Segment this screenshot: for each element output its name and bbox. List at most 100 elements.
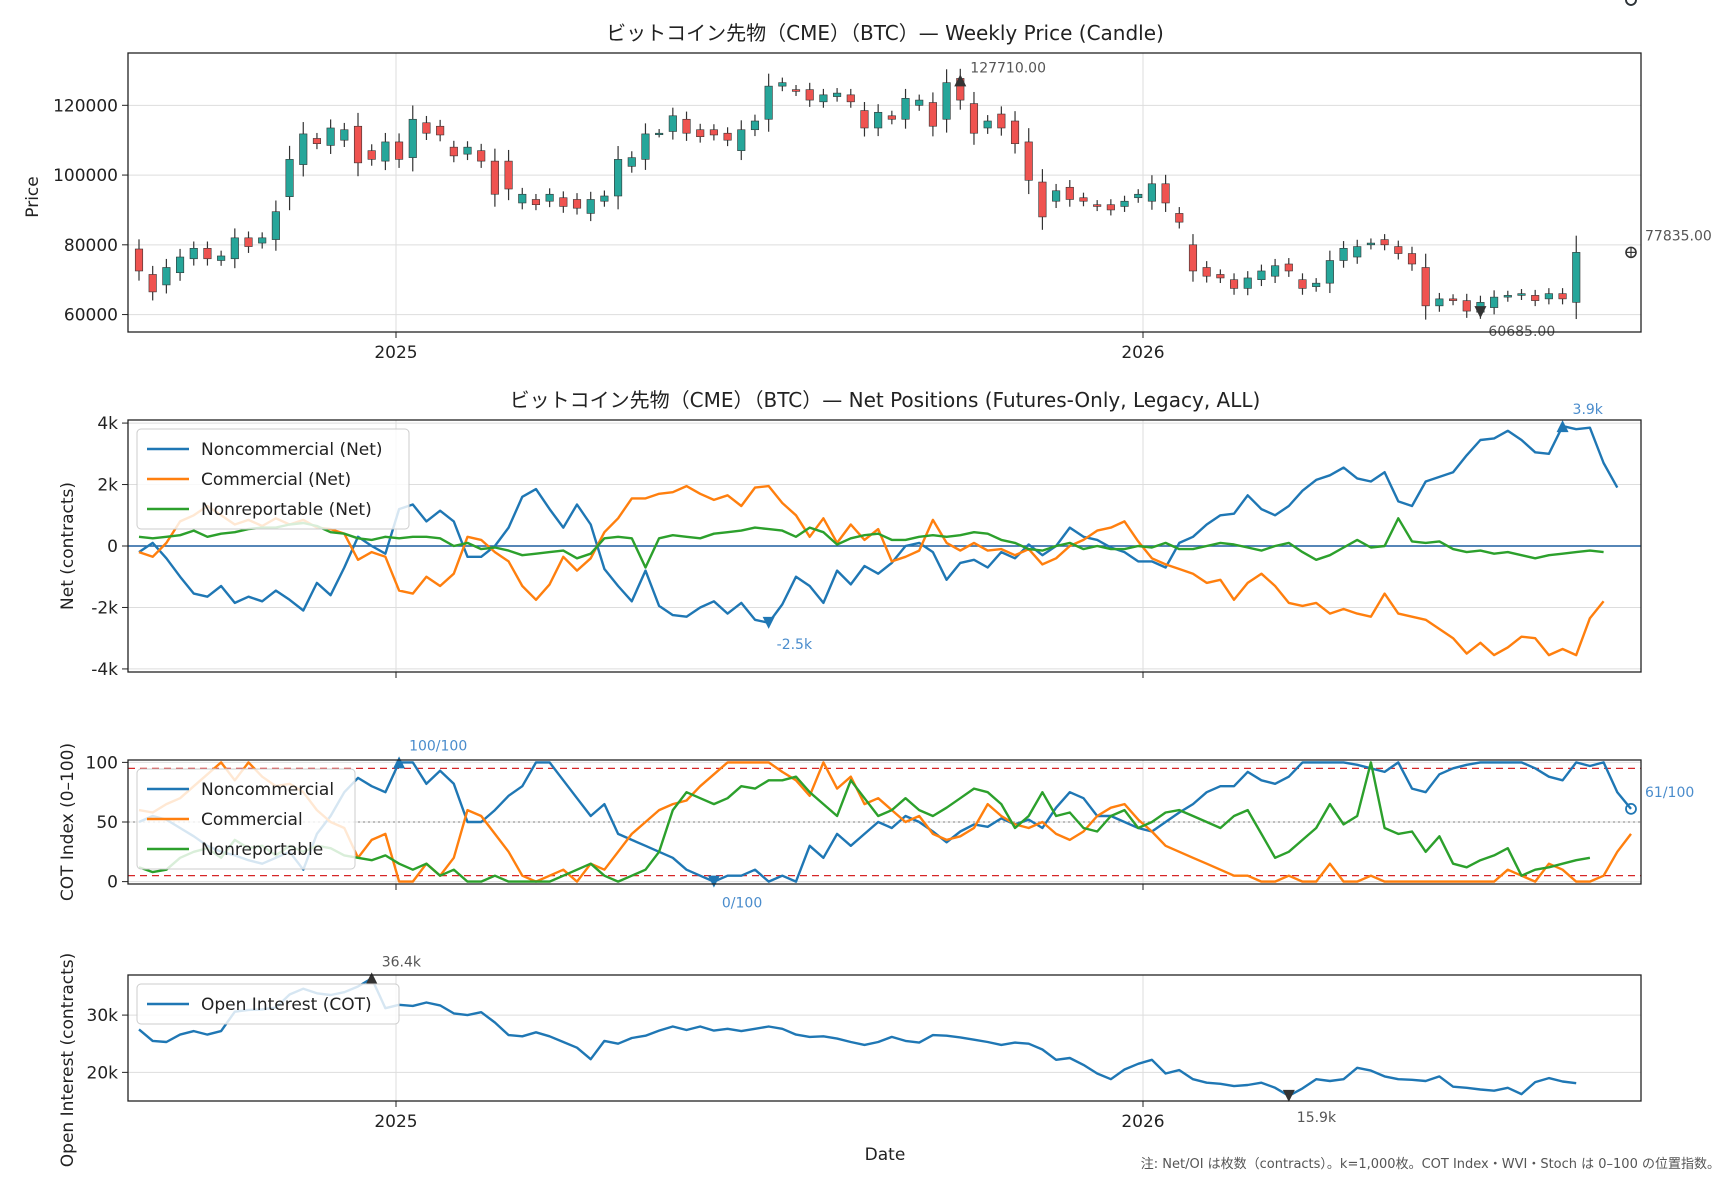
candle-body (1134, 193, 1143, 199)
candle-body (586, 199, 595, 214)
candle-body (1024, 141, 1033, 181)
min-marker (762, 616, 775, 629)
cot-x-ticks (395, 884, 1144, 890)
candle-body (531, 199, 541, 206)
candle-body (1449, 298, 1458, 301)
candle-body (846, 94, 855, 103)
candle-body (627, 157, 636, 167)
cot-panel: 0 50 100 100/100 0/100 61/100 Noncommercial C… (58, 738, 1694, 911)
candle-body (682, 118, 691, 134)
candle-body (353, 125, 363, 164)
net-y-label: Net (contracts) (58, 482, 78, 610)
candle-body (1421, 267, 1430, 307)
y-tick-label: 4k (97, 414, 118, 434)
series-line-2 (138, 517, 1604, 569)
min-label: 15.9k (1297, 1110, 1337, 1126)
legend-label: Commercial (Net) (201, 470, 351, 490)
cot-lines (138, 761, 1632, 883)
candle-body (819, 94, 828, 103)
price-y-ticks: 60000 80000 100000 120000 (53, 96, 128, 326)
x-axis-label: Date (865, 1145, 906, 1165)
candle-body (614, 159, 623, 197)
min-marker (707, 875, 720, 888)
y-tick-label: 2k (97, 476, 118, 496)
candle-body (340, 129, 349, 141)
min-marker (1282, 1089, 1295, 1102)
candle-body (709, 129, 718, 136)
net-x-ticks (395, 672, 1144, 678)
candle-body (915, 99, 924, 106)
candle-body (1257, 270, 1266, 280)
cot-y-label: COT Index (0–100) (58, 743, 78, 901)
min-label: 0/100 (722, 896, 762, 912)
candle-body (1531, 295, 1540, 301)
candle-body (1407, 253, 1417, 265)
candle-body (969, 103, 979, 134)
cot-y-ticks: 0 50 100 (86, 753, 128, 893)
candle-body (1188, 244, 1198, 272)
candle-body (244, 237, 253, 247)
candle-body (833, 92, 842, 97)
candle-body (805, 89, 814, 101)
price-panel: ビットコイン先物（CME）（BTC）— Weekly Price (Candle… (23, 21, 1712, 363)
candle-body (1298, 279, 1307, 289)
x-tick-label: 2026 (1121, 1112, 1164, 1132)
candle-body (1284, 263, 1293, 272)
candle-body (1572, 252, 1581, 303)
y-tick-label: 50 (96, 813, 118, 833)
y-tick-label: 100000 (53, 166, 118, 186)
candle-body (408, 118, 417, 158)
candle-body (285, 159, 294, 197)
last-label: 1.9k (1645, 0, 1676, 4)
candle-body (860, 110, 869, 129)
min-label: -2.5k (777, 637, 813, 653)
price-x-ticks: 2025 2026 (374, 332, 1165, 363)
legend-label: Nonreportable (201, 840, 323, 860)
max-label: 100/100 (409, 738, 467, 754)
oi-x-ticks: 2025 2026 (374, 1101, 1165, 1132)
y-tick-label: 0 (107, 537, 118, 557)
legend-label: Noncommercial (201, 780, 334, 800)
cot-frame (127, 759, 1642, 885)
net-legend: Noncommercial (Net) Commercial (Net) Nonre… (136, 428, 410, 530)
oi-annotations: 36.4k 15.9k 18.1k (365, 0, 1685, 1126)
candle-body (518, 193, 527, 204)
candle-body (1079, 197, 1088, 202)
candle-body (600, 195, 609, 202)
max-label: 36.4k (382, 954, 422, 970)
candle-body (299, 133, 308, 165)
legend-box (136, 428, 410, 530)
candle-body (1093, 204, 1102, 207)
candle-body (641, 133, 650, 160)
candle-body (559, 197, 568, 207)
candle-body (271, 211, 280, 240)
candle-body (477, 150, 486, 162)
candle-body (983, 120, 992, 129)
candle-body (874, 111, 883, 129)
candle-body (723, 132, 732, 141)
x-tick-label: 2025 (374, 343, 417, 363)
candle-body (134, 248, 144, 272)
y-tick-label: 60000 (64, 306, 118, 326)
y-tick-label: 30k (87, 1006, 119, 1026)
max-marker (393, 756, 406, 769)
oi-panel: 20k 30k 2025 2026 36.4k 15.9k 18.1k Open Int… (58, 0, 1685, 1167)
candle-body (1120, 200, 1129, 207)
y-tick-label: -4k (91, 660, 118, 680)
series-line-1 (138, 761, 1632, 883)
candle-body (1544, 293, 1553, 300)
candle-body (1161, 183, 1170, 204)
oi-y-label: Open Interest (contracts) (58, 953, 78, 1167)
net-frame (127, 419, 1642, 673)
price-grid (128, 53, 1641, 332)
y-tick-label: 20k (87, 1063, 119, 1083)
candle-body (148, 274, 157, 293)
legend-label: Nonreportable (Net) (201, 500, 372, 520)
last-label: 18.1k (1645, 0, 1685, 4)
candle-body (490, 160, 499, 195)
max-marker (365, 972, 378, 985)
net-lines (138, 424, 1619, 657)
legend-box (136, 983, 400, 1025)
